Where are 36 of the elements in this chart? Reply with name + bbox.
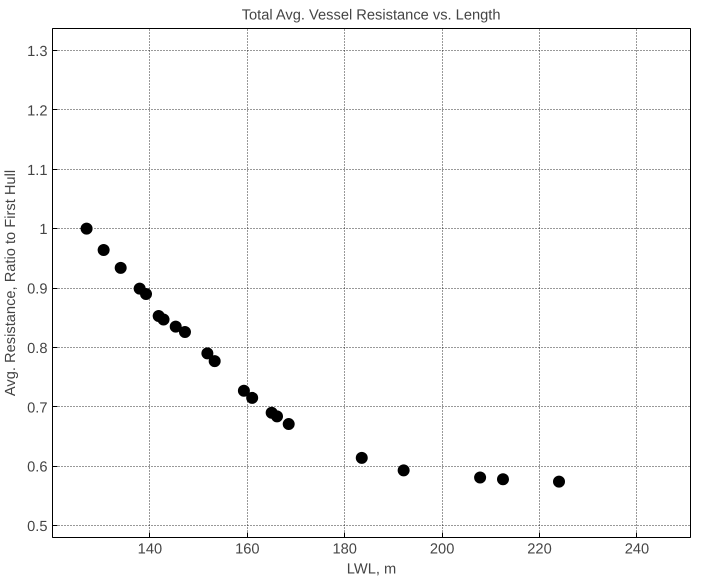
- point: [496, 473, 509, 486]
- point: [201, 347, 214, 360]
- point: [208, 355, 221, 368]
- y-tick-label: 0.5: [27, 519, 48, 536]
- y-tick-label: 1: [39, 222, 48, 238]
- point: [271, 410, 284, 422]
- y-tick-label: 0.8: [27, 340, 48, 357]
- x-tick-label: 160: [235, 542, 260, 558]
- y-tick-label: 0.6: [27, 460, 48, 476]
- y-tick-label: 0.9: [27, 282, 48, 298]
- x-tick-label: 140: [138, 542, 162, 558]
- point: [246, 392, 258, 404]
- point: [178, 326, 191, 338]
- y-tick-label: 1.2: [27, 103, 48, 120]
- y-tick-label: 1.3: [27, 44, 48, 60]
- chart-title: Total Avg. Vessel Resistance vs. Length: [242, 8, 501, 24]
- point: [114, 262, 127, 274]
- x-tick-label: 180: [332, 542, 357, 558]
- x-axis-title: LWL, m: [346, 562, 396, 578]
- point: [170, 320, 182, 333]
- point: [158, 314, 170, 326]
- x-tick-label: 240: [624, 542, 650, 558]
- point: [474, 472, 486, 484]
- point: [98, 244, 110, 256]
- point: [553, 476, 566, 488]
- point: [398, 464, 410, 476]
- point: [356, 452, 368, 464]
- point: [80, 222, 93, 235]
- point: [140, 288, 152, 300]
- point: [238, 384, 250, 397]
- y-axis-title: Avg. Resistance, Ratio to First Hull: [3, 170, 20, 396]
- x-tick-label: 200: [430, 542, 454, 558]
- x-tick-label: 220: [527, 542, 552, 558]
- y-tick-label: 1.1: [27, 162, 48, 179]
- y-tick-label: 0.7: [27, 400, 48, 416]
- point: [282, 418, 295, 430]
